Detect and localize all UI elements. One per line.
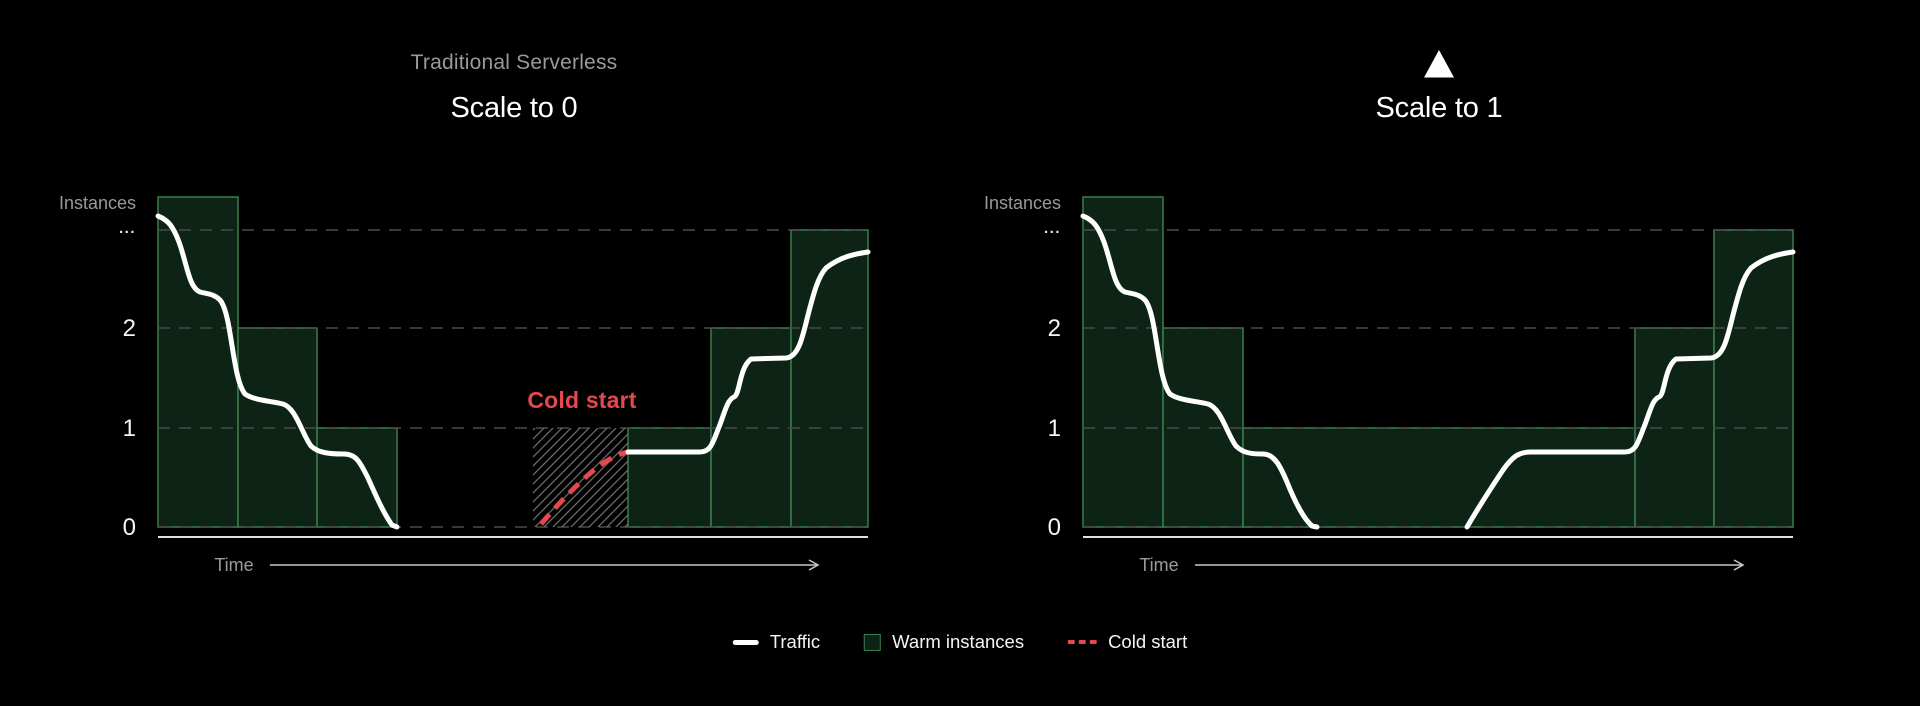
y-tick-label-2: 2 [123, 315, 136, 342]
grid-lines [1083, 229, 1793, 528]
y-tick-label-2: 2 [1048, 315, 1061, 342]
traffic-line [1080, 213, 1796, 530]
time-arrow [1195, 559, 1745, 571]
x-axis-label: Time [1139, 555, 1178, 575]
scale-to-1-chart: Instances... 2 1 0 Time [955, 150, 1835, 580]
traffic-line [155, 213, 871, 530]
y-tick-label-0: 0 [1048, 514, 1061, 541]
right-chart-title: Scale to 1 [1375, 92, 1503, 124]
scale-to-1-svg: Instances... 2 1 0 Time [984, 193, 1796, 575]
y-axis-label: Instances [984, 193, 1061, 213]
scale-to-0-chart: Cold start Instances... 2 1 0 Time [30, 150, 910, 580]
cold-start-label: Cold start [527, 387, 636, 413]
legend-label-cold-start: Cold start [1108, 631, 1188, 652]
cold-start-hatch [533, 428, 628, 527]
legend-label-traffic: Traffic [769, 631, 821, 652]
cold-start-swatch [1068, 640, 1098, 644]
y-tick-label-dotdotdot: ... [1044, 220, 1061, 237]
legend-label-warm-instances: Warm instances [892, 631, 1025, 652]
warm-instances-area [157, 196, 869, 528]
y-tick-label-1: 1 [123, 415, 136, 442]
x-axis-label: Time [214, 555, 253, 575]
grid-lines [158, 229, 868, 528]
scale-to-0-svg: Cold start Instances... 2 1 0 Time [59, 193, 871, 575]
cold-start-ramp [539, 449, 629, 526]
time-arrow [270, 559, 820, 571]
y-tick-label-dotdotdot: ... [119, 220, 136, 237]
legend-item-cold-start: Cold start [1068, 631, 1187, 653]
warm-instances-swatch [864, 633, 882, 651]
y-axis-label: Instances [59, 193, 136, 213]
cold-start-region: Cold start [527, 387, 637, 527]
legend: Traffic Warm instances Cold start [732, 631, 1187, 653]
vercel-triangle-icon [1083, 50, 1795, 78]
y-tick-label-1: 1 [1048, 415, 1061, 442]
y-tick-label-0: 0 [123, 514, 136, 541]
legend-item-warm-instances: Warm instances [864, 631, 1024, 653]
traffic-line-swatch [732, 639, 759, 645]
left-chart-subtitle: Traditional Serverless [410, 51, 618, 74]
left-chart-title: Scale to 0 [450, 92, 578, 124]
legend-item-traffic: Traffic [732, 631, 821, 653]
warm-instances-area [1082, 196, 1794, 528]
